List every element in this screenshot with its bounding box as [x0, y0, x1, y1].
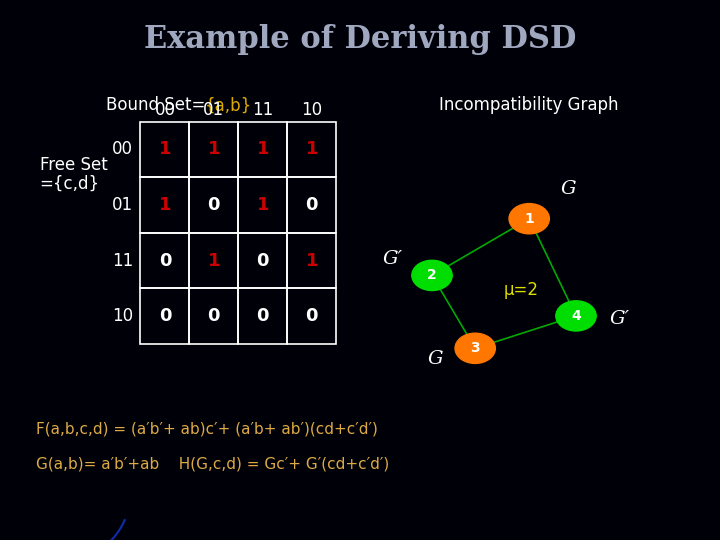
- Text: F(a,b,c,d) = (a′b′+ ab)c′+ (a′b+ ab′)(cd+c′d′): F(a,b,c,d) = (a′b′+ ab)c′+ (a′b+ ab′)(cd…: [36, 422, 378, 437]
- Circle shape: [556, 301, 596, 331]
- Text: 1: 1: [524, 212, 534, 226]
- Text: 0: 0: [305, 196, 318, 214]
- Text: 00: 00: [112, 140, 133, 158]
- Text: 0: 0: [256, 307, 269, 325]
- Text: 1: 1: [158, 140, 171, 158]
- Text: {a,b}: {a,b}: [205, 96, 253, 114]
- Text: G′: G′: [609, 309, 629, 328]
- Text: 1: 1: [207, 252, 220, 269]
- Text: 2: 2: [427, 268, 437, 282]
- Text: 1: 1: [256, 196, 269, 214]
- Text: 11: 11: [112, 252, 133, 269]
- Bar: [189, 233, 238, 288]
- Text: μ=2: μ=2: [503, 281, 539, 299]
- Text: 0: 0: [207, 307, 220, 325]
- Text: 0: 0: [158, 307, 171, 325]
- Text: 10: 10: [112, 307, 133, 325]
- Text: G: G: [428, 350, 444, 368]
- Bar: [238, 177, 287, 233]
- Circle shape: [509, 204, 549, 234]
- Circle shape: [455, 333, 495, 363]
- Text: 1: 1: [256, 140, 269, 158]
- Bar: [140, 233, 189, 288]
- Text: Incompatibility Graph: Incompatibility Graph: [439, 96, 619, 114]
- Bar: [140, 122, 189, 177]
- Bar: [189, 288, 238, 344]
- Text: 3: 3: [470, 341, 480, 355]
- Text: 11: 11: [252, 100, 274, 119]
- Text: 10: 10: [301, 100, 323, 119]
- Text: G(a,b)= a′b′+ab    H(G,c,d) = Gc′+ G′(cd+c′d′): G(a,b)= a′b′+ab H(G,c,d) = Gc′+ G′(cd+c′…: [36, 457, 390, 472]
- Text: 1: 1: [207, 140, 220, 158]
- Circle shape: [412, 260, 452, 291]
- Bar: [140, 177, 189, 233]
- Text: Example of Deriving DSD: Example of Deriving DSD: [144, 24, 576, 55]
- Text: Bound Set=: Bound Set=: [106, 96, 205, 114]
- Text: ={c,d}: ={c,d}: [40, 174, 100, 193]
- Bar: [287, 122, 336, 177]
- Text: 0: 0: [305, 307, 318, 325]
- Text: 01: 01: [112, 196, 133, 214]
- Text: 0: 0: [207, 196, 220, 214]
- Bar: [189, 177, 238, 233]
- Bar: [238, 122, 287, 177]
- Text: 1: 1: [158, 196, 171, 214]
- Bar: [287, 233, 336, 288]
- Text: 1: 1: [305, 140, 318, 158]
- Text: 0: 0: [158, 252, 171, 269]
- Bar: [238, 233, 287, 288]
- Text: G: G: [561, 180, 577, 198]
- Bar: [287, 177, 336, 233]
- Bar: [287, 288, 336, 344]
- Text: 01: 01: [203, 100, 225, 119]
- Bar: [140, 288, 189, 344]
- Text: 1: 1: [305, 252, 318, 269]
- Bar: [238, 288, 287, 344]
- Text: G′: G′: [382, 250, 402, 268]
- Bar: [189, 122, 238, 177]
- Text: 0: 0: [256, 252, 269, 269]
- Text: 00: 00: [154, 100, 176, 119]
- Text: Free Set: Free Set: [40, 156, 107, 174]
- Text: 4: 4: [571, 309, 581, 323]
